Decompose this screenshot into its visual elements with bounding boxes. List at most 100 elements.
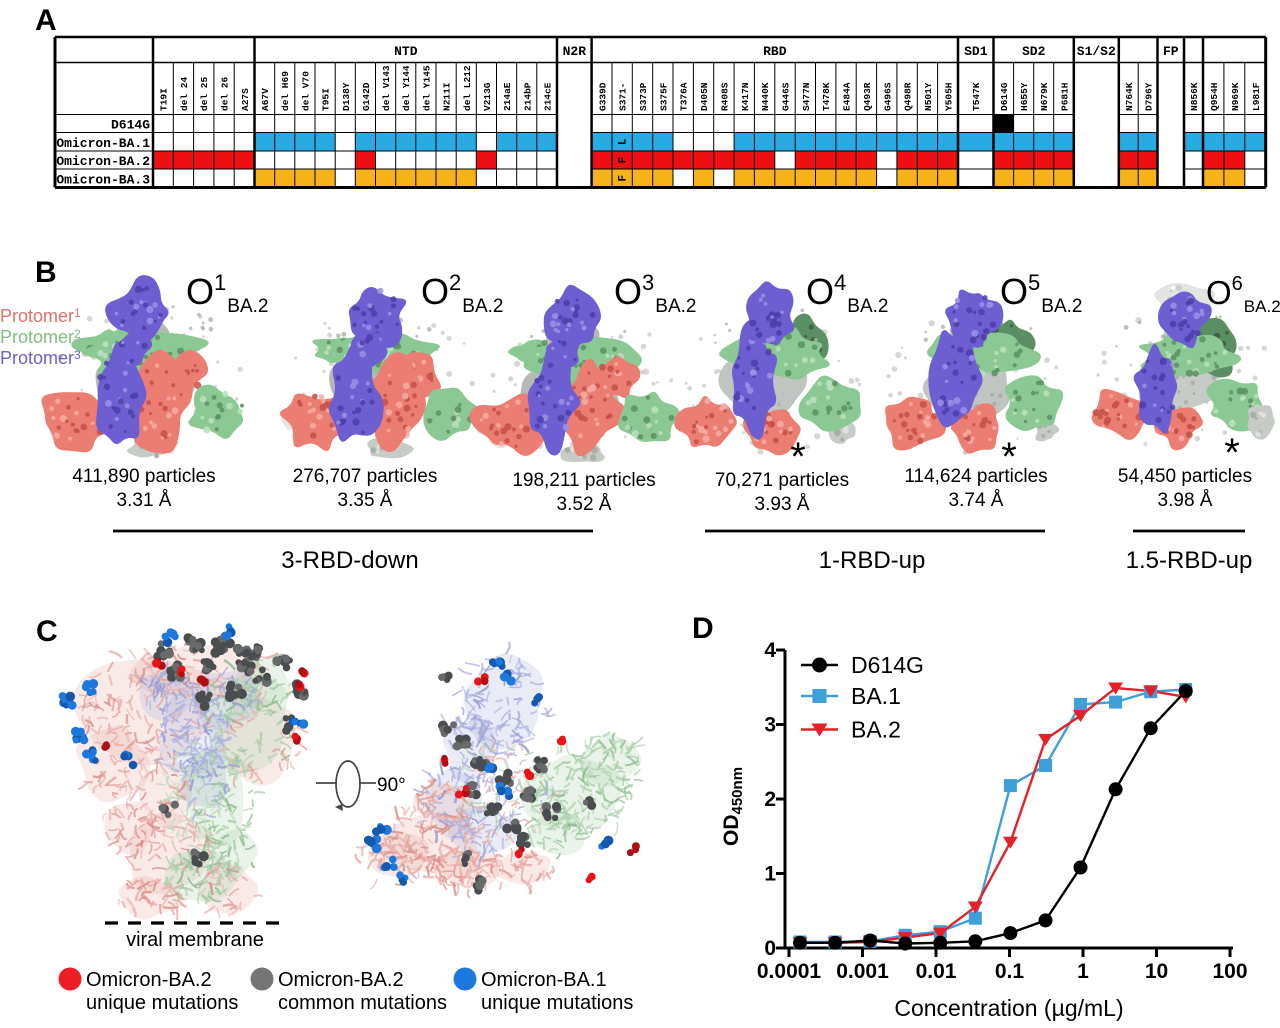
svg-text:T95I: T95I — [321, 88, 332, 111]
svg-text:114,624 particles: 114,624 particles — [904, 466, 1047, 487]
svg-text:214aE: 214aE — [502, 82, 513, 111]
svg-text:1.5-RBD-up: 1.5-RBD-up — [1126, 547, 1253, 574]
svg-text:S371-: S371- — [618, 82, 629, 111]
svg-text:411,890 particles: 411,890 particles — [72, 466, 215, 487]
svg-text:0: 0 — [764, 937, 776, 960]
svg-text:del 25: del 25 — [199, 76, 210, 111]
svg-text:G496S: G496S — [882, 82, 893, 111]
svg-text:Omicron-BA.2: Omicron-BA.2 — [278, 969, 404, 991]
svg-text:L981F: L981F — [1251, 82, 1262, 111]
svg-text:R408S: R408S — [719, 82, 730, 111]
svg-text:S373P: S373P — [638, 82, 649, 111]
svg-text:del V70: del V70 — [300, 71, 311, 111]
svg-text:common mutations: common mutations — [278, 992, 447, 1014]
svg-text:D796Y: D796Y — [1143, 82, 1154, 111]
svg-text:100: 100 — [1212, 960, 1247, 983]
svg-text:3.98 Å: 3.98 Å — [1158, 490, 1213, 511]
svg-text:S1/S2: S1/S2 — [1077, 44, 1116, 59]
svg-text:0.0001: 0.0001 — [757, 960, 822, 983]
svg-text:10: 10 — [1145, 960, 1168, 983]
svg-text:L: L — [618, 138, 630, 145]
svg-text:unique mutations: unique mutations — [86, 992, 238, 1014]
svg-text:0.1: 0.1 — [995, 960, 1025, 983]
svg-text:54,450 particles: 54,450 particles — [1118, 466, 1252, 487]
svg-text:F: F — [618, 157, 630, 164]
svg-text:*: * — [790, 435, 806, 479]
svg-text:Protomer3: Protomer3 — [0, 348, 81, 368]
svg-text:276,707 particles: 276,707 particles — [293, 466, 438, 487]
svg-text:G142D: G142D — [361, 82, 372, 111]
svg-text:3.74 Å: 3.74 Å — [949, 490, 1004, 511]
svg-text:Omicron-BA.3: Omicron-BA.3 — [56, 173, 150, 188]
svg-text:Protomer1: Protomer1 — [0, 306, 81, 326]
svg-text:Omicron-BA.2: Omicron-BA.2 — [56, 154, 150, 169]
svg-text:90°: 90° — [377, 775, 406, 796]
svg-text:198,211 particles: 198,211 particles — [512, 470, 655, 491]
svg-text:Omicron-BA.1: Omicron-BA.1 — [481, 969, 607, 991]
svg-text:T478K: T478K — [821, 82, 832, 111]
svg-text:T547K: T547K — [971, 82, 982, 111]
svg-text:N764K: N764K — [1124, 82, 1135, 111]
svg-text:Omicron-BA.2: Omicron-BA.2 — [86, 969, 212, 991]
svg-text:SD1: SD1 — [964, 44, 988, 59]
svg-text:del V143: del V143 — [381, 65, 392, 111]
svg-text:E484A: E484A — [842, 82, 853, 111]
svg-text:D614G: D614G — [851, 652, 924, 678]
svg-text:1-RBD-up: 1-RBD-up — [819, 547, 926, 574]
svg-text:D405N: D405N — [699, 82, 710, 111]
svg-text:Concentration (µg/mL): Concentration (µg/mL) — [894, 995, 1123, 1021]
svg-text:A27S: A27S — [240, 88, 251, 111]
svg-text:N969K: N969K — [1230, 82, 1241, 111]
svg-text:Omicron-BA.1: Omicron-BA.1 — [56, 136, 150, 151]
svg-text:D614G: D614G — [999, 82, 1010, 111]
svg-text:B: B — [35, 256, 57, 289]
svg-text:214bP: 214bP — [522, 82, 533, 111]
svg-text:3.93 Å: 3.93 Å — [755, 494, 810, 515]
svg-text:T376A: T376A — [679, 82, 690, 111]
svg-text:A: A — [35, 4, 57, 37]
svg-text:3.31 Å: 3.31 Å — [117, 490, 172, 511]
svg-text:NTD: NTD — [394, 44, 418, 59]
svg-text:*: * — [1224, 431, 1240, 475]
svg-text:214cE: 214cE — [542, 82, 553, 111]
svg-text:del Y144: del Y144 — [401, 65, 412, 111]
svg-text:Q498R: Q498R — [903, 82, 914, 111]
svg-text:del Y145: del Y145 — [421, 65, 432, 111]
svg-text:*: * — [1001, 435, 1017, 479]
svg-text:RBD: RBD — [763, 44, 787, 59]
svg-text:C: C — [36, 615, 58, 648]
svg-text:S477N: S477N — [801, 82, 812, 111]
svg-text:del 24: del 24 — [179, 76, 190, 111]
svg-text:70,271 particles: 70,271 particles — [715, 470, 849, 491]
svg-text:K417N: K417N — [740, 82, 751, 111]
svg-text:N679K: N679K — [1039, 82, 1050, 111]
svg-text:3.52 Å: 3.52 Å — [557, 494, 612, 515]
svg-text:del 26: del 26 — [220, 76, 231, 111]
svg-text:0.001: 0.001 — [836, 960, 889, 983]
svg-text:F: F — [618, 175, 630, 182]
svg-text:N440K: N440K — [760, 82, 771, 111]
svg-text:3: 3 — [764, 714, 776, 737]
svg-text:D614G: D614G — [111, 118, 150, 133]
svg-text:FP: FP — [1163, 44, 1179, 59]
svg-text:4: 4 — [764, 639, 776, 662]
svg-text:3.35 Å: 3.35 Å — [338, 490, 393, 511]
svg-text:N856K: N856K — [1189, 82, 1200, 111]
svg-text:viral membrane: viral membrane — [126, 929, 264, 951]
svg-text:D: D — [692, 612, 714, 645]
svg-text:Y505H: Y505H — [943, 82, 954, 111]
svg-text:1: 1 — [764, 863, 776, 886]
svg-text:N501Y: N501Y — [923, 82, 934, 111]
svg-text:N211I: N211I — [442, 82, 453, 111]
svg-text:2: 2 — [764, 788, 776, 811]
svg-text:T19I: T19I — [159, 88, 170, 111]
svg-text:1: 1 — [1077, 960, 1089, 983]
svg-text:N2R: N2R — [563, 44, 587, 59]
svg-text:H655Y: H655Y — [1019, 82, 1030, 111]
svg-text:BA.1: BA.1 — [851, 683, 901, 709]
svg-text:A67V: A67V — [260, 88, 271, 111]
svg-text:SD2: SD2 — [1022, 44, 1046, 59]
svg-text:0.01: 0.01 — [916, 960, 957, 983]
svg-text:D138Y: D138Y — [341, 82, 352, 111]
svg-text:Q954H: Q954H — [1209, 82, 1220, 111]
